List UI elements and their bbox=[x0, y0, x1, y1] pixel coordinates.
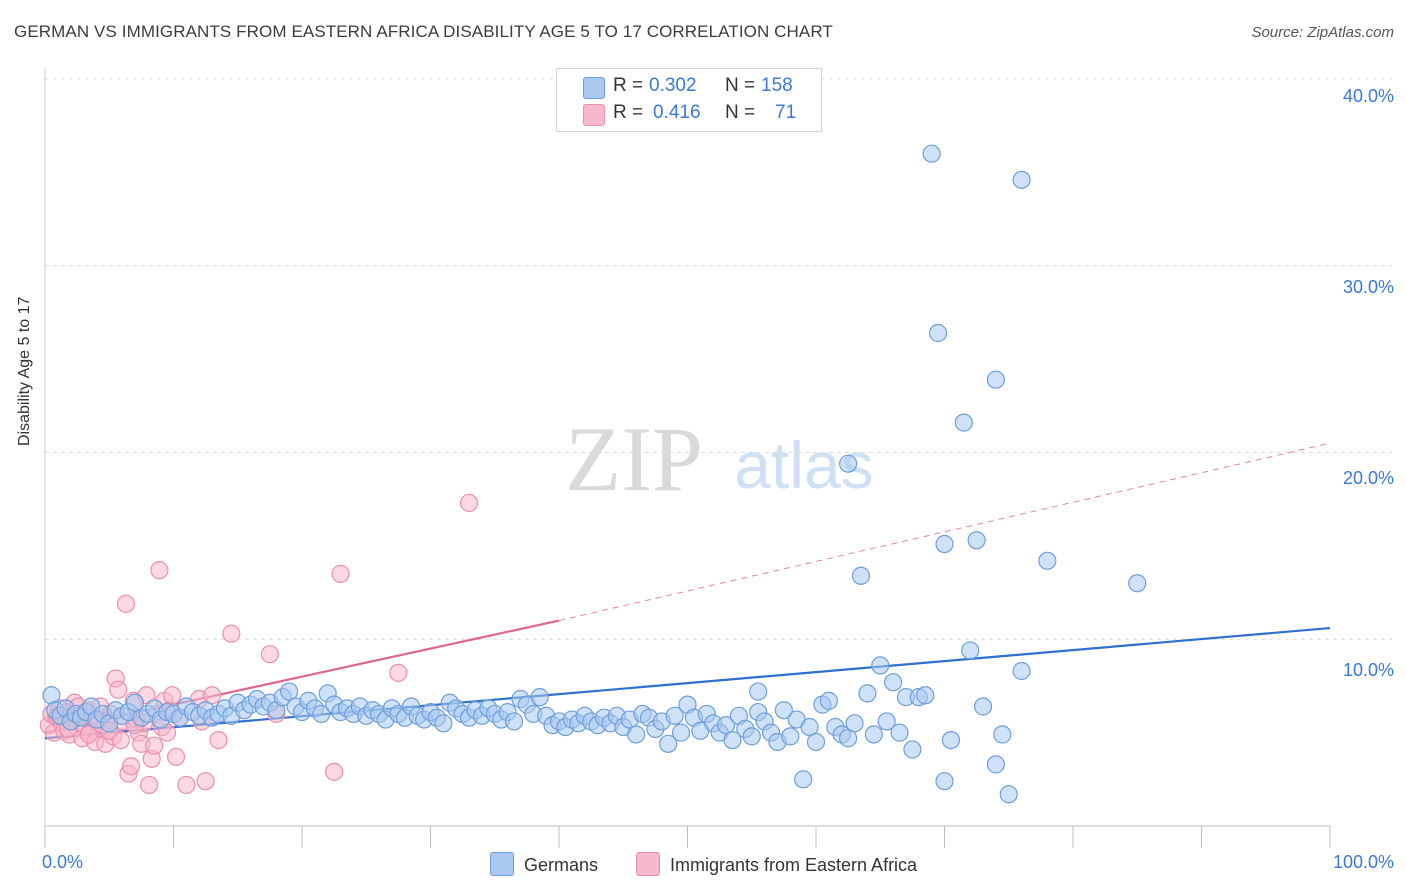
data-point-immigrants bbox=[459, 493, 479, 513]
data-point-germans bbox=[903, 740, 922, 759]
x-tick-label-max: 100.0% bbox=[1332, 852, 1394, 872]
data-point-immigrants bbox=[150, 561, 169, 580]
grid-lines bbox=[45, 78, 1392, 640]
data-point-germans bbox=[890, 723, 909, 742]
data-point-germans bbox=[967, 531, 986, 550]
data-point-germans bbox=[434, 714, 453, 733]
data-point-germans bbox=[723, 730, 742, 750]
data-point-germans bbox=[993, 725, 1012, 744]
x-tick-label-min: 0.0% bbox=[42, 852, 84, 872]
data-point-germans bbox=[871, 656, 890, 675]
data-point-germans bbox=[851, 566, 871, 585]
data-point-germans bbox=[986, 755, 1006, 774]
chart-title: GERMAN VS IMMIGRANTS FROM EASTERN AFRICA… bbox=[14, 22, 833, 41]
data-point-germans bbox=[42, 686, 61, 705]
data-point-immigrants bbox=[121, 757, 141, 776]
data-point-germans bbox=[986, 370, 1006, 389]
data-point-germans bbox=[883, 673, 903, 692]
data-point-germans bbox=[935, 772, 954, 791]
data-point-germans bbox=[1038, 551, 1057, 570]
data-point-germans bbox=[864, 725, 883, 744]
data-point-immigrants bbox=[79, 725, 98, 744]
legend-r-label: R = bbox=[613, 102, 644, 123]
bottom-legend-germans: Germans bbox=[490, 852, 598, 876]
germans-trend-line bbox=[44, 626, 1331, 740]
legend-n-label: N = bbox=[725, 102, 756, 123]
data-point-immigrants bbox=[331, 564, 350, 583]
data-point-germans bbox=[742, 727, 761, 746]
legend-r-value: 0.416 bbox=[653, 102, 701, 123]
legend-swatch-blue bbox=[583, 77, 605, 99]
data-point-immigrants bbox=[209, 730, 228, 750]
data-point-germans bbox=[999, 785, 1018, 804]
legend-n-label: N = bbox=[725, 75, 756, 96]
watermark-zip: ZIP bbox=[565, 408, 703, 510]
data-point-germans bbox=[659, 734, 678, 753]
data-point-immigrants bbox=[139, 775, 159, 795]
legend-r-value: 0.302 bbox=[649, 75, 697, 96]
legend-r-label: R = bbox=[613, 75, 644, 96]
data-point-germans bbox=[1012, 661, 1031, 681]
legend-swatch-pink bbox=[583, 104, 605, 126]
data-point-germans bbox=[961, 641, 980, 660]
data-point-germans bbox=[806, 732, 826, 752]
y-axis-label: Disability Age 5 to 17 bbox=[16, 296, 33, 446]
source-credit: Source: ZipAtlas.com bbox=[1251, 24, 1394, 41]
data-point-immigrants bbox=[116, 594, 136, 613]
data-point-germans bbox=[671, 723, 691, 742]
data-point-germans bbox=[749, 682, 768, 701]
data-point-germans bbox=[858, 684, 877, 703]
data-point-immigrants bbox=[177, 775, 196, 795]
data-point-germans bbox=[845, 714, 864, 733]
data-point-immigrants bbox=[325, 762, 344, 781]
data-point-germans bbox=[928, 323, 948, 343]
y-tick-label: 20.0% bbox=[1342, 468, 1394, 488]
data-point-germans bbox=[794, 770, 813, 789]
data-point-germans bbox=[665, 706, 684, 725]
data-point-immigrants bbox=[109, 680, 128, 699]
data-point-germans bbox=[774, 701, 793, 720]
legend-n-value: 158 bbox=[761, 75, 793, 96]
data-point-germans bbox=[1128, 574, 1147, 593]
data-point-immigrants bbox=[196, 772, 215, 791]
data-point-germans bbox=[916, 686, 935, 705]
legend-swatch-blue bbox=[490, 852, 514, 876]
data-point-germans bbox=[626, 725, 646, 744]
data-point-immigrants bbox=[163, 686, 182, 705]
data-point-germans bbox=[839, 454, 858, 473]
data-point-germans bbox=[935, 534, 954, 554]
data-point-immigrants bbox=[260, 645, 279, 664]
data-point-germans bbox=[954, 413, 973, 432]
correlation-legend: R = 0.302 N = 158 R = 0.416 N = 71 bbox=[556, 68, 822, 132]
legend-swatch-pink bbox=[636, 852, 660, 876]
data-point-germans bbox=[819, 691, 838, 710]
data-point-immigrants bbox=[389, 663, 408, 682]
germans-points bbox=[42, 144, 1147, 804]
data-point-germans bbox=[781, 727, 800, 746]
data-point-germans bbox=[922, 144, 941, 163]
data-point-germans bbox=[941, 730, 961, 750]
watermark: ZIP atlas bbox=[565, 408, 874, 510]
bottom-legend-immigrants: Immigrants from Eastern Africa bbox=[636, 852, 917, 876]
data-point-germans bbox=[877, 712, 896, 731]
y-tick-label: 10.0% bbox=[1342, 660, 1394, 680]
immigrants-points bbox=[39, 493, 479, 795]
data-point-immigrants bbox=[145, 736, 164, 755]
data-point-germans bbox=[973, 697, 993, 716]
data-point-germans bbox=[1012, 170, 1031, 189]
data-point-germans bbox=[312, 704, 331, 724]
legend-label-immigrants: Immigrants from Eastern Africa bbox=[670, 855, 918, 875]
data-point-immigrants bbox=[222, 624, 241, 643]
y-tick-label: 30.0% bbox=[1342, 277, 1394, 297]
legend-label-germans: Germans bbox=[524, 855, 599, 875]
legend-n-value: 71 bbox=[775, 102, 797, 123]
data-point-germans bbox=[530, 688, 549, 707]
data-point-germans bbox=[504, 712, 524, 731]
data-point-immigrants bbox=[166, 747, 186, 767]
y-tick-label: 40.0% bbox=[1342, 86, 1394, 106]
